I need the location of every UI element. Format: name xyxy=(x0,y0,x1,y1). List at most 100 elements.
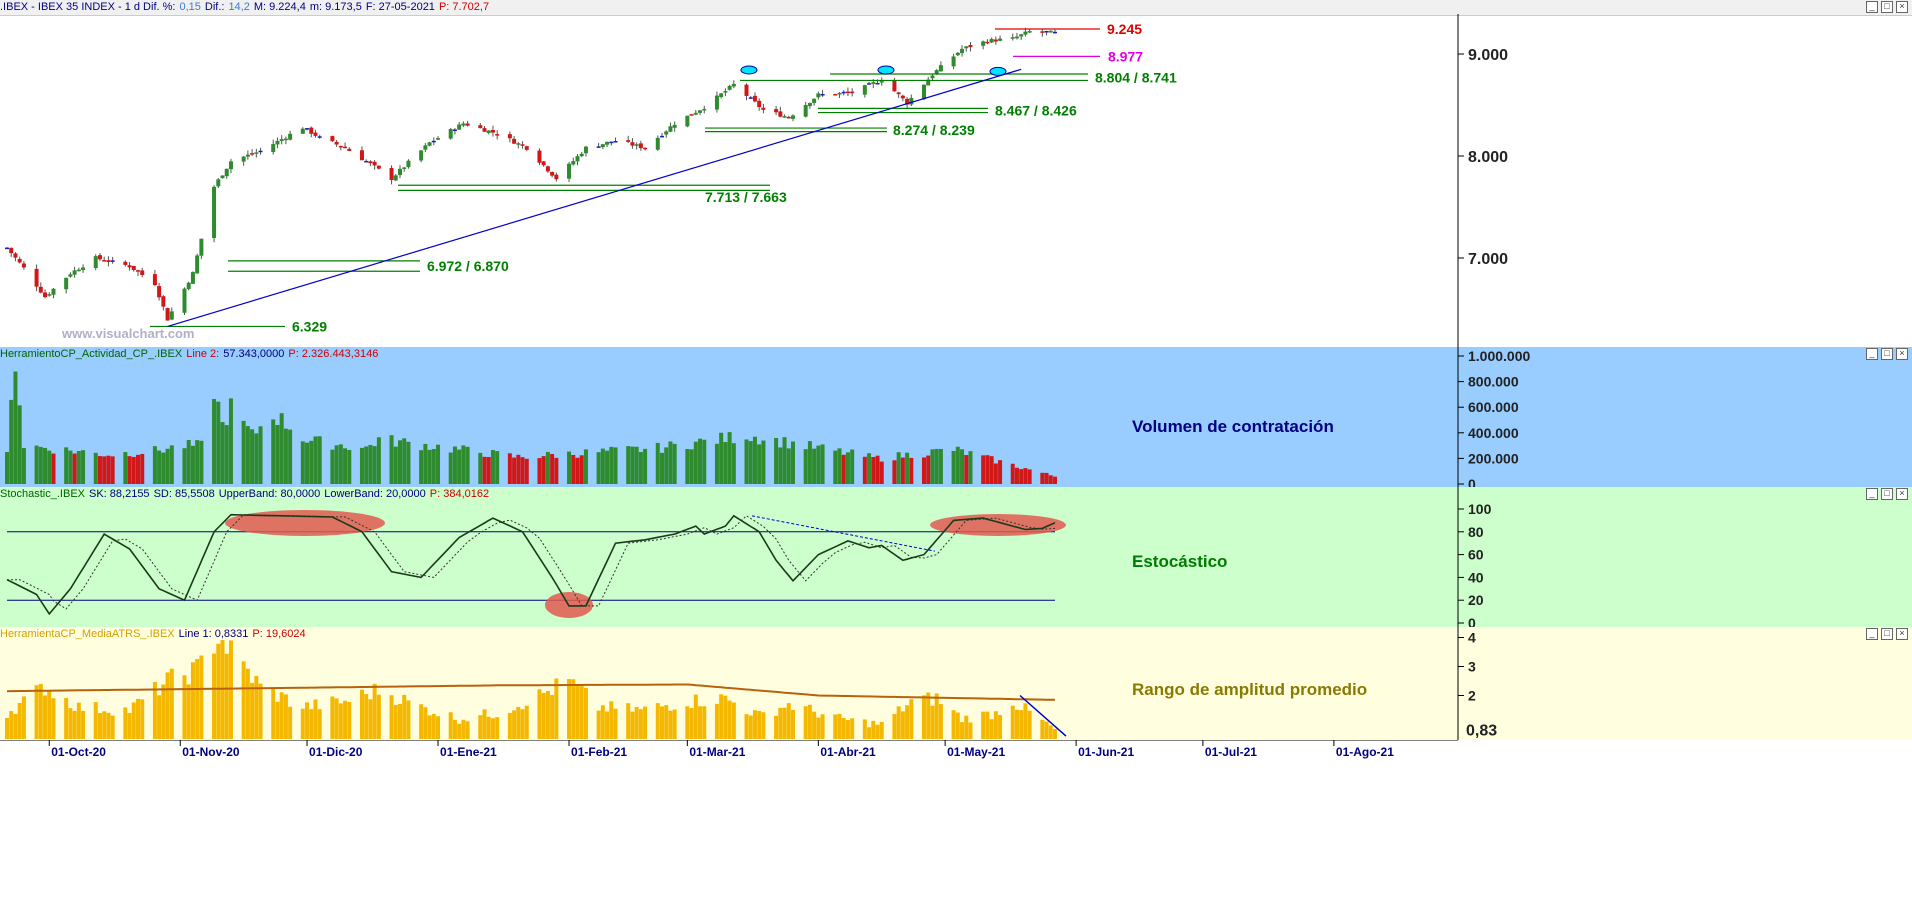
candle-body xyxy=(5,247,9,250)
atr-bar xyxy=(926,692,931,739)
candle-body xyxy=(334,141,339,145)
atr-bar xyxy=(723,695,728,739)
atr-bar xyxy=(550,695,555,739)
maximize-icon[interactable]: □ xyxy=(1881,488,1893,500)
atr-bar xyxy=(228,640,233,739)
volume-bar xyxy=(376,437,381,484)
volume-bar xyxy=(820,444,825,484)
divergence-line xyxy=(751,515,936,552)
touch-marker xyxy=(740,65,758,75)
close-icon[interactable]: × xyxy=(1896,488,1908,500)
volume-bar xyxy=(833,450,838,484)
atr-bar xyxy=(507,712,512,739)
volume-bar xyxy=(727,432,732,484)
atr-bar xyxy=(634,707,639,739)
candle-body xyxy=(837,92,842,95)
time-axis: 01-Oct-20 01-Nov-20 01-Dic-20 01-Ene-21 01-F… xyxy=(0,740,1912,922)
volume-bar xyxy=(752,436,757,484)
volume-chart[interactable]: 1.000.000 800.000 600.000 400.000 200.000 0 Vo… xyxy=(0,347,1912,487)
volume-bar xyxy=(1044,472,1049,484)
candle-body xyxy=(1019,34,1024,37)
atr-bar xyxy=(871,720,876,739)
volume-bar xyxy=(693,441,698,484)
atr-bar xyxy=(427,715,432,739)
atr-bar xyxy=(5,717,9,739)
maximize-icon[interactable]: □ xyxy=(1881,348,1893,360)
stochastic-header: Stochastic_.IBEX SK: 88,2155 SD: 85,5508 Up… xyxy=(0,487,1912,502)
minimize-icon[interactable]: _ xyxy=(1866,488,1878,500)
close-icon[interactable]: × xyxy=(1896,628,1908,640)
volume-bar xyxy=(389,435,394,484)
volume-header-item: HerramientoCP_Actividad_CP_.IBEX xyxy=(0,348,183,360)
level-label: 8.274 / 8.239 xyxy=(893,122,975,138)
volume-bar xyxy=(850,449,855,484)
candle-body xyxy=(909,97,914,105)
candle-body xyxy=(583,146,588,154)
price-window-controls[interactable]: _ □ × xyxy=(1863,0,1908,13)
atr-header-item: P: 19,6024 xyxy=(252,628,306,640)
volume-bar xyxy=(926,455,931,484)
candle-body xyxy=(482,128,487,132)
volume-bar xyxy=(545,451,550,484)
volume-bar xyxy=(955,446,960,484)
close-icon[interactable]: × xyxy=(1896,1,1908,13)
atr-bar xyxy=(254,675,259,739)
candle-body xyxy=(1053,31,1057,34)
candle-body xyxy=(47,294,52,296)
candle-body xyxy=(106,260,111,262)
atr-bar xyxy=(786,703,791,739)
candle-body xyxy=(313,132,318,136)
stochastic-header-item: Stochastic_.IBEX xyxy=(0,488,85,500)
volume-bar xyxy=(402,438,407,484)
candle-body xyxy=(490,130,495,133)
volume-bar xyxy=(228,398,233,484)
time-tick-label: 01-Abr-21 xyxy=(820,745,876,759)
maximize-icon[interactable]: □ xyxy=(1881,1,1893,13)
volume-bar xyxy=(258,426,263,484)
atr-bar xyxy=(731,702,736,739)
atr-bar xyxy=(516,706,521,739)
close-icon[interactable]: × xyxy=(1896,348,1908,360)
atr-bar xyxy=(136,698,140,739)
volume-bar xyxy=(672,443,677,484)
stochastic-chart[interactable]: 100 80 60 40 20 0 Estocástico xyxy=(0,487,1912,627)
candle-body xyxy=(879,81,884,83)
atr-bar xyxy=(524,705,529,739)
volume-bar xyxy=(423,443,428,484)
candle-body xyxy=(596,146,601,148)
stochastic-window-controls[interactable]: _ □ × xyxy=(1863,487,1908,500)
minimize-icon[interactable]: _ xyxy=(1866,628,1878,640)
volume-window-controls[interactable]: _ □ × xyxy=(1863,347,1908,360)
atr-bar xyxy=(664,705,669,739)
stoch-tick-label: 60 xyxy=(1468,547,1484,563)
atr-bar xyxy=(495,717,500,739)
candle-body xyxy=(951,56,956,67)
candle-body xyxy=(520,144,525,146)
candle-body xyxy=(1014,36,1019,39)
volume-bar xyxy=(102,456,107,484)
candle-body xyxy=(398,168,402,176)
candle-body xyxy=(250,153,255,155)
atr-bar xyxy=(512,710,517,739)
atr-bar xyxy=(1040,719,1045,739)
atr-bar xyxy=(127,712,132,739)
minimize-icon[interactable]: _ xyxy=(1866,348,1878,360)
atr-bar xyxy=(461,719,466,739)
candle-body xyxy=(989,38,994,43)
atr-bar xyxy=(195,659,200,739)
price-chart[interactable]: 9.000 8.000 7.000 www.visualchart.com 9.245 8… xyxy=(0,0,1912,347)
maximize-icon[interactable]: □ xyxy=(1881,628,1893,640)
atr-bar xyxy=(748,715,753,739)
candle-body xyxy=(981,41,986,46)
atr-window-controls[interactable]: _ □ × xyxy=(1863,627,1908,640)
atr-trend-line xyxy=(1019,694,1067,737)
candle-body xyxy=(9,247,14,254)
candle-body xyxy=(550,171,555,176)
volume-bar xyxy=(748,441,753,484)
volume-bar xyxy=(803,449,808,484)
touch-marker xyxy=(877,65,895,75)
minimize-icon[interactable]: _ xyxy=(1866,1,1878,13)
atr-bar xyxy=(685,706,690,739)
volume-bar xyxy=(406,441,411,484)
atr-chart[interactable]: 4 3 2 0,83 Rango de amplitud promedio xyxy=(0,627,1912,740)
